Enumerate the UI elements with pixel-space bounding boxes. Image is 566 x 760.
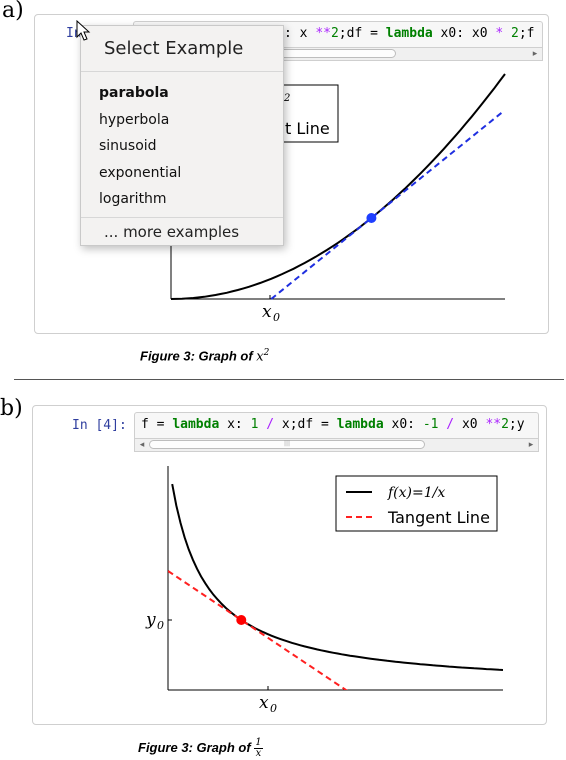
panel-a-x-tick-sub: 0 — [273, 311, 280, 324]
panel-b-scroll-thumb[interactable]: ||| — [149, 440, 425, 449]
panel-a-caption-sup: 2 — [263, 348, 270, 358]
panel-a-caption-math: x — [256, 349, 264, 365]
legend-tangent-label: Tangent Line — [387, 508, 490, 527]
panel-b-tangent-line — [168, 570, 348, 690]
panel-b-prompt: In [4]: — [72, 418, 127, 433]
panel-b-caption-num: 1 — [254, 737, 263, 749]
panel-b-tangent-point — [236, 615, 247, 625]
panel-b-y-tick-label: y — [145, 610, 156, 630]
mouse-cursor-icon — [76, 20, 91, 41]
panel-b-legend-box — [335, 475, 498, 532]
panel-a-tangent-point — [366, 213, 377, 223]
dropdown-item-sinusoid[interactable]: sinusoid — [99, 138, 157, 154]
panel-b-label: b) — [0, 396, 23, 421]
panel-a-legend-superscript: 2 — [283, 93, 290, 104]
panel-b-horizontal-scrollbar[interactable]: ◂ ||| ▸ — [134, 438, 539, 452]
panel-b-caption-text: Figure 3: Graph of — [138, 739, 255, 755]
dropdown-separator-top — [81, 71, 283, 72]
panel-a-legend-fragment: t Line — [285, 119, 330, 138]
dropdown-item-hyperbola[interactable]: hyperbola — [99, 112, 170, 128]
panel-b-x-tick-sub: 0 — [270, 702, 277, 715]
panel-b-cell[interactable]: In [4]: f = lambda x: 1 / x;df = lambda … — [32, 405, 547, 725]
legend-curve-label: f(x)=1/x — [387, 485, 445, 501]
scroll-left-arrow-icon[interactable]: ◂ — [139, 440, 145, 450]
scroll-right-arrow-icon[interactable]: ▸ — [528, 440, 534, 450]
panel-b-y-tick-sub: 0 — [157, 619, 164, 632]
dropdown-more-examples[interactable]: ... more examples — [104, 223, 240, 241]
panel-b-code-text: f = lambda x: 1 / x;df = lambda x0: -1 /… — [141, 417, 525, 432]
panel-a-caption-text: Figure 3: Graph of — [140, 348, 257, 364]
panel-a-caption: Figure 3: Graph of x2 — [140, 348, 269, 364]
panel-a-plot: 2 t Line x 0 — [170, 73, 506, 324]
panel-a-label: a) — [2, 0, 24, 23]
panel-b-plot: f(x)=1/x Tangent Line x 0 y 0 — [145, 466, 503, 715]
panel-a-x-tick-label: x — [262, 302, 272, 322]
panel-b-curve — [171, 483, 503, 671]
dropdown-item-logarithm[interactable]: logarithm — [99, 191, 167, 207]
panel-a-legend-box — [274, 84, 339, 143]
panel-b-caption: Figure 3: Graph of 1 x — [138, 738, 263, 759]
panel-b-x-tick-label: x — [259, 693, 269, 713]
dropdown-separator-bottom — [81, 217, 283, 218]
dropdown-item-parabola[interactable]: parabola — [99, 85, 169, 101]
panel-b-caption-den: x — [255, 748, 262, 759]
dropdown-title: Select Example — [104, 38, 244, 59]
panel-a-curve — [170, 73, 506, 300]
panel-b-code-input[interactable]: f = lambda x: 1 / x;df = lambda x0: -1 /… — [134, 412, 539, 438]
dropdown-item-exponential[interactable]: exponential — [99, 165, 182, 181]
scroll-right-arrow-icon[interactable]: ▸ — [532, 49, 538, 59]
section-divider — [14, 379, 564, 380]
panel-a-code-text: : x **2;df = lambda x0: x0 * 2;f — [284, 26, 535, 41]
select-example-dropdown[interactable]: Select Example parabola hyperbola sinuso… — [80, 25, 284, 246]
